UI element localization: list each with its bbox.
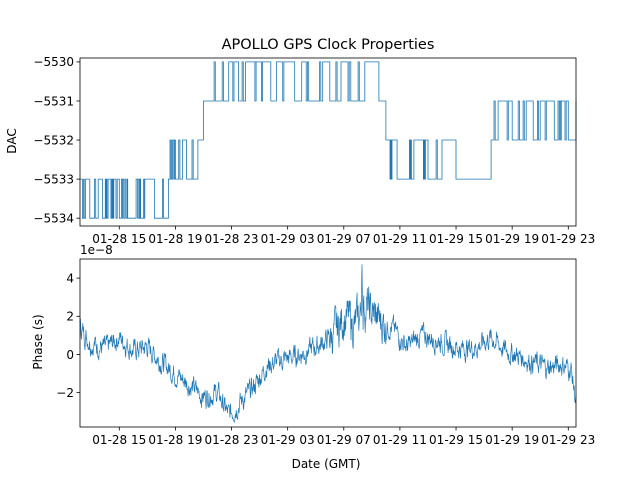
y-tick-label: 2 bbox=[66, 310, 74, 324]
x-tick-label: 01-28 15 bbox=[92, 232, 146, 246]
y-tick-label: −5530 bbox=[33, 55, 74, 69]
phase-chart: 1e−8 Phase (s) Date (GMT) −2 0 2 4 01-28 15… bbox=[31, 243, 595, 471]
phase-noise-line bbox=[79, 264, 577, 423]
y-tick-label: −5531 bbox=[33, 94, 74, 108]
dac-step-line bbox=[80, 61, 577, 219]
date-x-axis-label: Date (GMT) bbox=[292, 457, 361, 471]
x-tick-label: 01-29 03 bbox=[261, 232, 315, 246]
dac-x-ticks: 01-28 15 01-28 19 01-28 23 01-29 03 01-29 07… bbox=[92, 226, 595, 246]
y-tick-label: −5532 bbox=[33, 133, 74, 147]
x-tick-label: 01-28 15 bbox=[92, 433, 146, 447]
phase-y-ticks: −2 0 2 4 bbox=[56, 271, 80, 400]
y-tick-label: 0 bbox=[66, 348, 74, 362]
x-tick-label: 01-29 15 bbox=[429, 433, 483, 447]
x-tick-label: 01-29 11 bbox=[373, 232, 427, 246]
x-tick-label: 01-29 15 bbox=[429, 232, 483, 246]
y-tick-label: 4 bbox=[66, 271, 74, 285]
y-tick-label: −5534 bbox=[33, 211, 74, 225]
x-tick-label: 01-29 23 bbox=[541, 232, 595, 246]
x-tick-label: 01-29 03 bbox=[261, 433, 315, 447]
x-tick-label: 01-28 23 bbox=[205, 433, 259, 447]
x-tick-label: 01-28 23 bbox=[205, 232, 259, 246]
phase-offset-text: 1e−8 bbox=[80, 243, 113, 257]
dac-chart: APOLLO GPS Clock Properties DAC −5534−55… bbox=[5, 37, 595, 246]
phase-x-ticks: 01-28 15 01-28 19 01-28 23 01-29 03 01-29 07… bbox=[92, 427, 595, 447]
x-tick-label: 01-29 07 bbox=[317, 232, 371, 246]
x-tick-label: 01-29 11 bbox=[373, 433, 427, 447]
x-tick-label: 01-29 23 bbox=[541, 433, 595, 447]
dac-y-ticks: −5534 −5533 −5532 −5531 −5530 bbox=[33, 55, 80, 225]
x-tick-label: 01-29 19 bbox=[485, 232, 539, 246]
phase-series-line bbox=[79, 264, 577, 423]
y-tick-label: −2 bbox=[56, 386, 74, 400]
phase-y-axis-label: Phase (s) bbox=[31, 314, 45, 369]
dac-plot-frame bbox=[79, 57, 577, 227]
phase-plot-frame bbox=[79, 258, 577, 428]
x-tick-label: 01-28 19 bbox=[148, 433, 202, 447]
x-tick-label: 01-28 19 bbox=[148, 232, 202, 246]
y-tick-label: −5533 bbox=[33, 172, 74, 186]
x-tick-label: 01-29 07 bbox=[317, 433, 371, 447]
dac-series-line bbox=[80, 61, 577, 219]
x-tick-label: 01-29 19 bbox=[485, 433, 539, 447]
chart-title: APOLLO GPS Clock Properties bbox=[222, 37, 435, 53]
dac-y-axis-label: DAC bbox=[5, 128, 19, 153]
